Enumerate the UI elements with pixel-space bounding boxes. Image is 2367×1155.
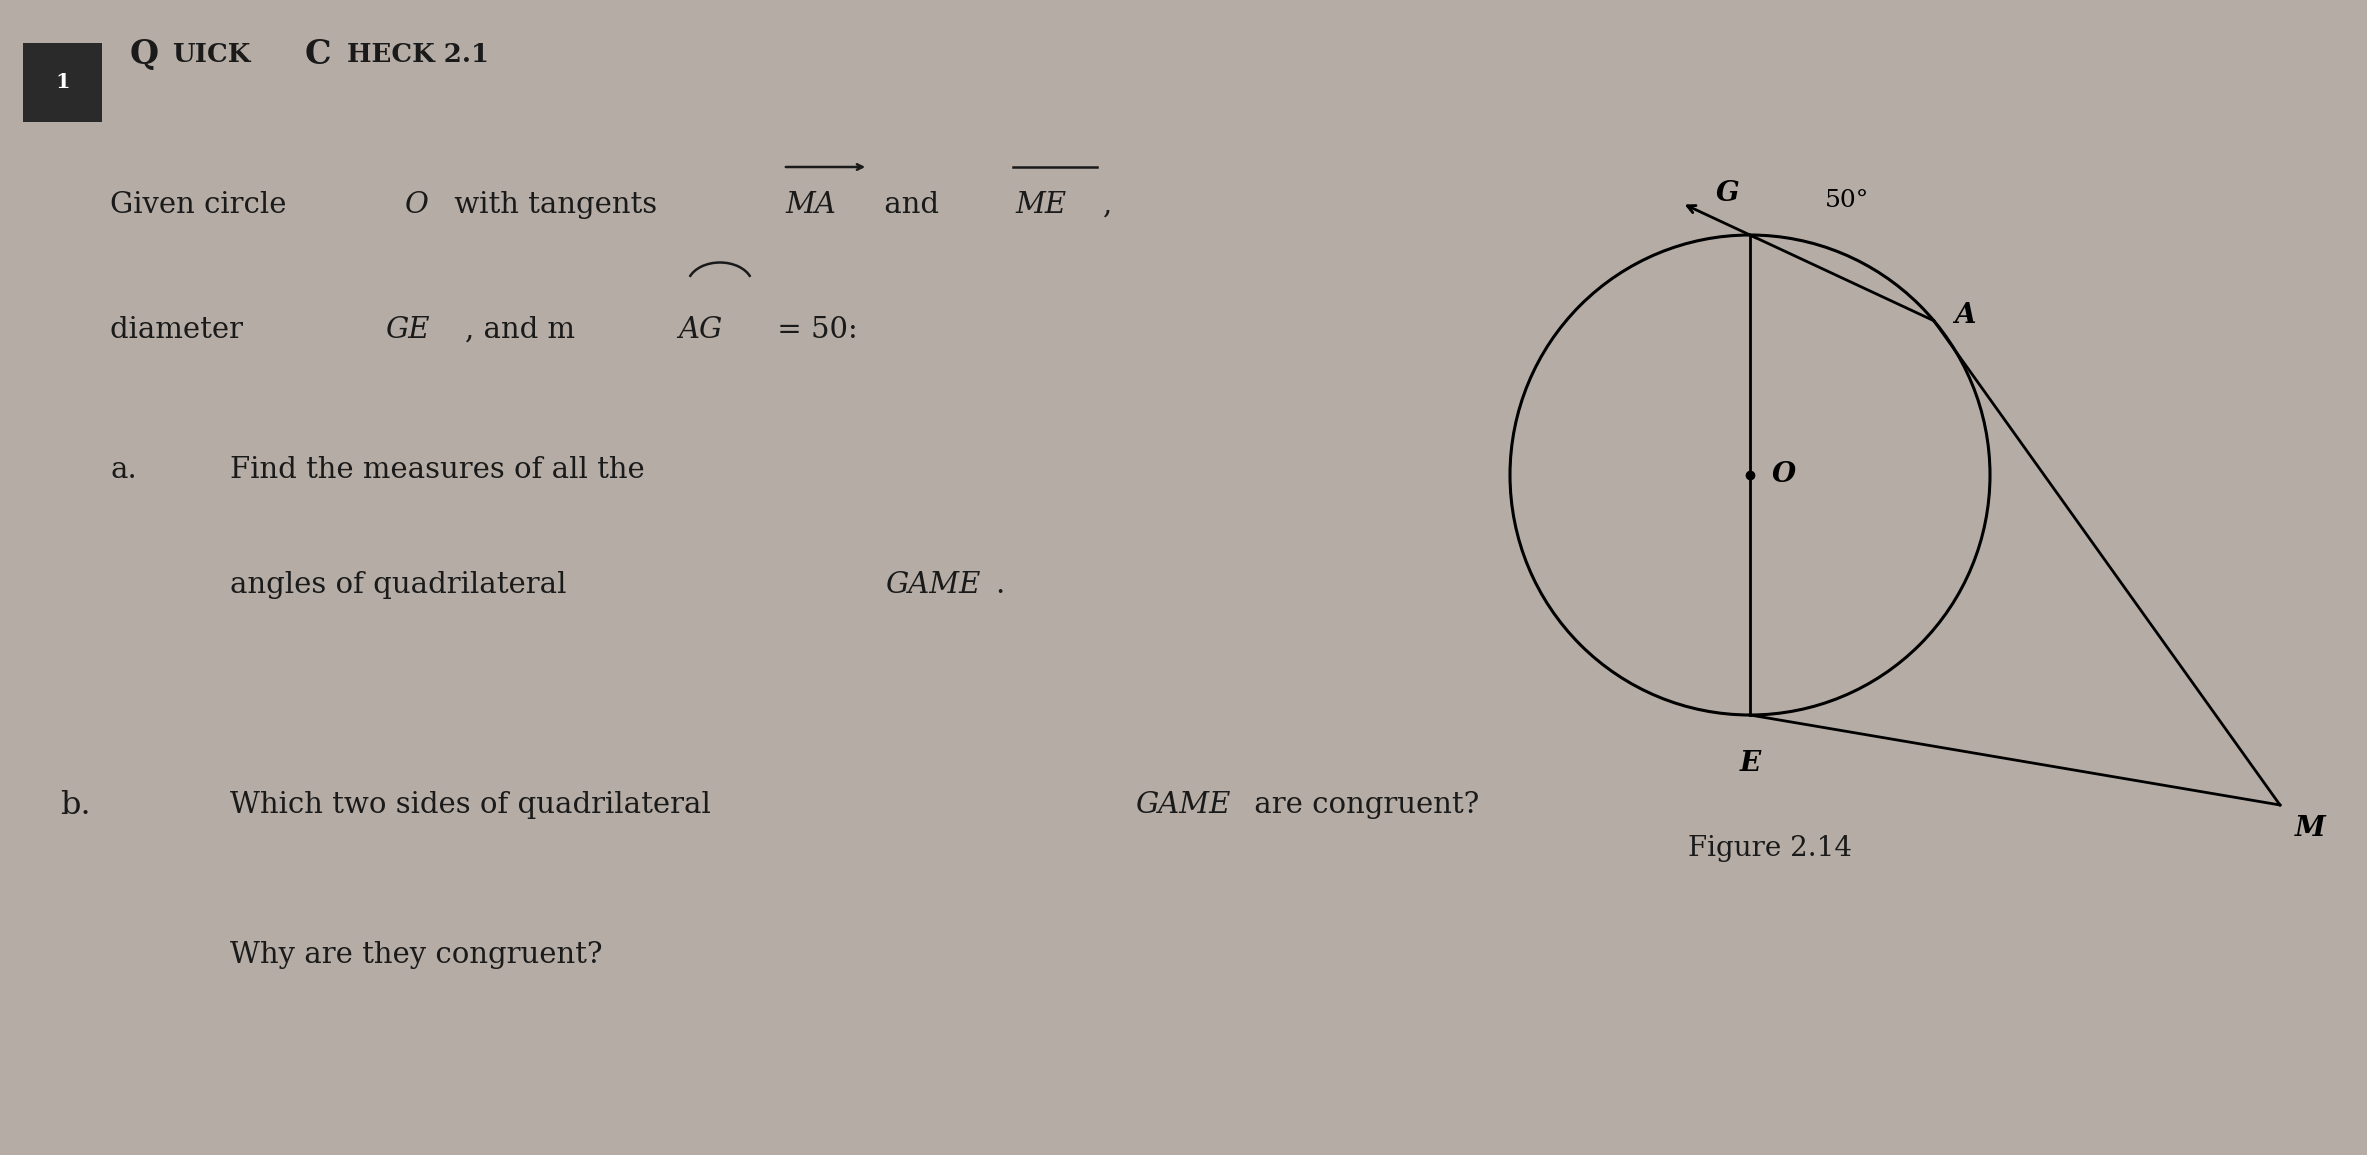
Text: GAME: GAME bbox=[1136, 791, 1231, 819]
Text: b.: b. bbox=[59, 790, 90, 820]
Text: A: A bbox=[1953, 303, 1976, 329]
Text: = 50:: = 50: bbox=[767, 316, 857, 344]
Text: O: O bbox=[405, 191, 428, 219]
Text: Figure 2.14: Figure 2.14 bbox=[1688, 835, 1851, 862]
Text: 50°: 50° bbox=[1825, 188, 1870, 211]
Text: 1: 1 bbox=[54, 72, 69, 92]
Text: with tangents: with tangents bbox=[445, 191, 667, 219]
Text: G: G bbox=[1716, 180, 1740, 207]
FancyBboxPatch shape bbox=[24, 43, 102, 122]
Text: C: C bbox=[305, 38, 331, 72]
Text: angles of quadrilateral: angles of quadrilateral bbox=[230, 571, 575, 599]
Text: GAME: GAME bbox=[885, 571, 980, 599]
Text: a.: a. bbox=[109, 456, 137, 484]
Text: ME: ME bbox=[1015, 191, 1065, 219]
Text: and: and bbox=[876, 191, 949, 219]
Text: Find the measures of all the: Find the measures of all the bbox=[230, 456, 644, 484]
Text: Which two sides of quadrilateral: Which two sides of quadrilateral bbox=[230, 791, 720, 819]
Text: M: M bbox=[2296, 815, 2327, 842]
Text: Given circle: Given circle bbox=[109, 191, 296, 219]
Text: diameter: diameter bbox=[109, 316, 253, 344]
Text: , and m: , and m bbox=[464, 316, 575, 344]
Text: Q: Q bbox=[130, 38, 159, 72]
Text: E: E bbox=[1740, 750, 1761, 777]
Text: ,: , bbox=[1103, 191, 1112, 219]
Text: HECK 2.1: HECK 2.1 bbox=[348, 43, 490, 67]
Text: UICK: UICK bbox=[173, 43, 251, 67]
Text: MA: MA bbox=[786, 191, 836, 219]
Text: GE: GE bbox=[386, 316, 428, 344]
Text: Why are they congruent?: Why are they congruent? bbox=[230, 941, 604, 969]
Text: AG: AG bbox=[677, 316, 722, 344]
Text: are congruent?: are congruent? bbox=[1245, 791, 1479, 819]
Text: .: . bbox=[994, 571, 1004, 599]
Text: O: O bbox=[1773, 462, 1797, 489]
